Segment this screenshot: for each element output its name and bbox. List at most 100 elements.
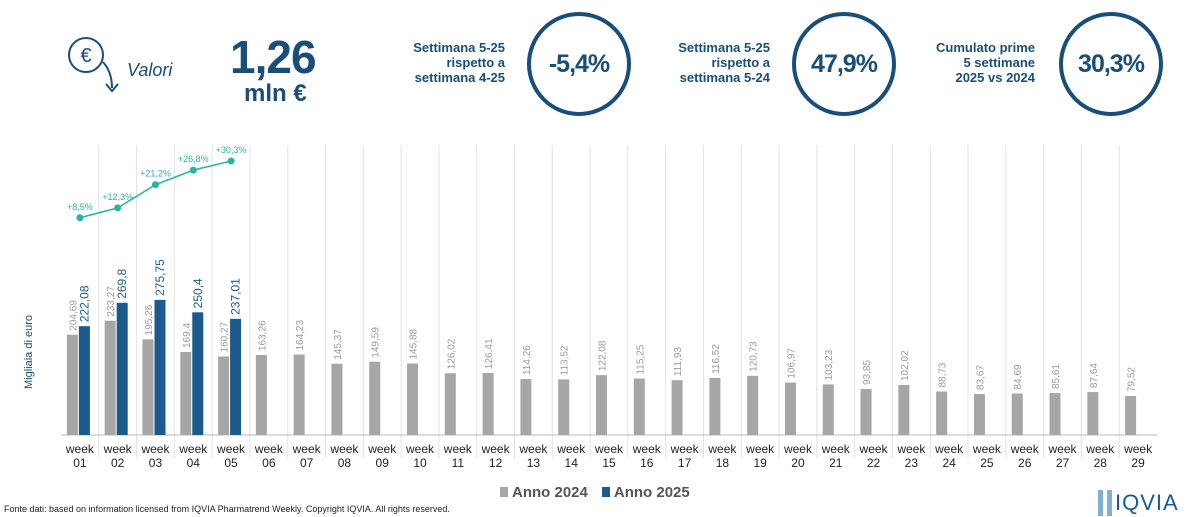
bar-value-label: 204,69 [68,300,79,331]
x-tick-label: week 04 [179,442,208,470]
bar-value-label: 269,8 [115,268,129,298]
bar-value-label: 83,67 [975,365,986,390]
growth-label: +21,2% [140,169,171,179]
x-tick-label: week 12 [481,442,510,470]
kpi-line: 5 settimane [963,55,1035,70]
footer-source: Fonte dati: based on information license… [4,504,450,514]
bar [1049,393,1061,435]
x-tick-label: week 15 [594,442,623,470]
logo: IQVIA [1098,490,1179,516]
bar-value-label: 160,27 [220,321,231,352]
bar [180,351,192,435]
bar [1125,396,1137,435]
bar-value-label: 79,52 [1127,367,1138,392]
x-tick-label: week 11 [443,442,472,470]
kpi-value: 30,3% [1059,12,1163,116]
bar-value-label: 106,97 [786,348,797,379]
legend-item: Anno 2024 [500,484,588,501]
x-tick-label: week 21 [821,442,850,470]
x-tick-label: week 02 [103,442,132,470]
bar-value-label: 88,73 [938,362,949,387]
bar [558,379,570,435]
euro-icon: € [68,37,119,93]
bar-value-label: 250,4 [191,278,205,308]
header-unit: mln € [244,80,307,107]
x-tick-label: week 25 [972,442,1001,470]
bar-value-label: 222,08 [77,285,91,322]
bar-value-label: 103,23 [824,349,835,380]
bar [709,377,721,435]
bar [822,384,834,435]
bar [747,375,759,435]
bar [218,356,230,435]
kpi-label: Settimana 5-25 rispetto a settimana 4-25 [385,40,505,85]
x-tick-label: week 27 [1048,442,1077,470]
bar-value-label: 85,61 [1051,364,1062,389]
bar [1011,393,1023,435]
bar-value-label: 122,08 [598,340,609,371]
bar-value-label: 93,85 [862,360,873,385]
bar [898,385,910,435]
bar [633,378,645,435]
x-tick-label: week 13 [519,442,548,470]
bar [973,394,985,435]
legend-item: Anno 2025 [601,484,690,501]
bar-value-label: 114,26 [522,345,533,375]
bar-value-label: 116,52 [711,344,722,374]
x-tick-label: week 03 [141,442,170,470]
bar-value-label: 233,27 [106,286,117,317]
bar [671,380,683,435]
x-tick-label: week 14 [557,442,586,470]
x-tick-label: week 28 [1086,442,1115,470]
bar-value-label: 149,59 [371,327,382,358]
x-tick-label: week 19 [746,442,775,470]
bar [784,382,796,435]
x-tick-label: week 24 [935,442,964,470]
kpi-value: -5,4% [527,12,631,116]
y-axis-label: Migliaia di euro [23,315,35,389]
legend: Anno 2024 Anno 2025 [500,484,690,501]
legend-text: Anno 2025 [613,484,690,501]
bar-value-label: 169,4 [182,323,193,348]
legend-swatch [601,487,610,497]
growth-label: +12,3% [102,192,133,202]
kpi-line: settimana 4-25 [414,70,505,85]
bar [293,354,305,435]
bar [1087,392,1099,435]
kpi-line: rispetto a [711,55,770,70]
bar-value-label: 115,25 [635,344,646,374]
bar-value-label: 126,41 [484,338,495,369]
bar-value-label: 163,26 [257,320,268,351]
growth-point [227,157,235,165]
bar-value-label: 275,75 [153,259,167,296]
growth-label: +26,8% [178,154,209,164]
bar [936,391,948,435]
bar-value-label: 102,02 [900,350,911,381]
bar [116,302,128,435]
bar-value-label: 111,93 [673,347,684,377]
bar-value-label: 237,01 [229,278,243,315]
bar [255,355,267,435]
bar [482,373,494,435]
legend-swatch [500,487,508,497]
bar [520,379,532,435]
bar-value-label: 120,73 [749,341,760,372]
x-tick-label: week 06 [254,442,283,470]
x-tick-label: week 23 [897,442,926,470]
bar [78,326,90,435]
bar-value-label: 164,23 [295,320,306,351]
growth-point [76,214,84,222]
x-tick-label: week 09 [368,442,397,470]
x-tick-label: week 07 [292,442,321,470]
bar-value-label: 126,02 [446,338,457,369]
kpi-line: 2025 vs 2024 [955,70,1035,85]
growth-point [114,204,122,212]
kpi-line: Settimana 5-25 [413,40,505,55]
x-tick-label: week 17 [670,442,699,470]
bar-value-label: 145,88 [409,328,420,359]
bar [230,318,242,435]
kpi-line: settimana 5-24 [679,70,770,85]
header-value: 1,26 [230,31,317,83]
